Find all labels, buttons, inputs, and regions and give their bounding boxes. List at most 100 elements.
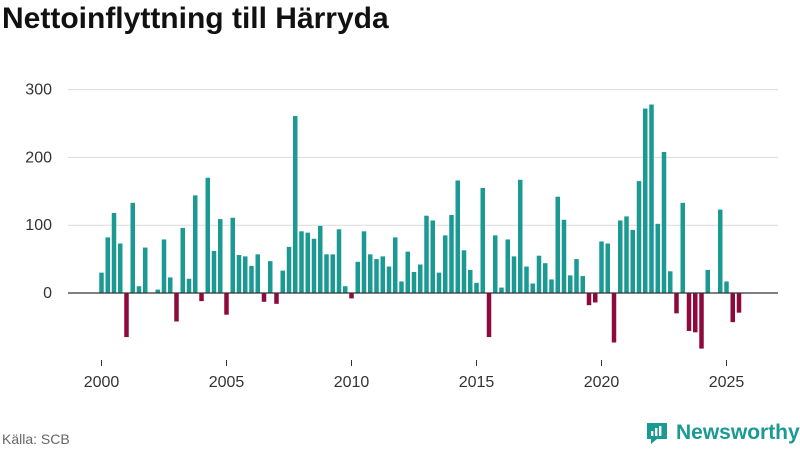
bar <box>380 256 385 293</box>
bar <box>461 250 467 293</box>
newsworthy-logo-icon <box>647 423 667 444</box>
bar <box>111 213 117 293</box>
bar <box>280 270 285 293</box>
bar <box>293 116 298 293</box>
bar <box>449 215 454 293</box>
bar <box>480 187 485 293</box>
y-tick-label: 300 <box>25 82 52 99</box>
bar <box>693 293 698 333</box>
bar <box>643 108 648 293</box>
bar <box>349 293 354 299</box>
bar <box>599 241 604 293</box>
bar <box>324 254 329 293</box>
bar <box>311 238 317 293</box>
bar <box>224 293 229 315</box>
bar <box>205 177 210 293</box>
bar <box>630 229 635 293</box>
bar <box>230 217 235 293</box>
bar <box>211 250 217 293</box>
bar <box>636 181 642 293</box>
bar <box>680 202 685 293</box>
x-tick-label: 2020 <box>584 374 620 391</box>
bar <box>105 237 110 293</box>
bar <box>474 282 479 293</box>
bar <box>374 259 379 293</box>
bar <box>430 220 435 293</box>
bar <box>136 286 142 293</box>
bar <box>305 232 310 293</box>
bar <box>468 269 473 293</box>
x-tick-label: 2005 <box>209 374 245 391</box>
bar <box>699 293 704 349</box>
bar <box>124 293 129 338</box>
bar <box>393 237 398 293</box>
bar <box>661 151 667 293</box>
bar <box>130 202 135 293</box>
bar <box>318 225 323 293</box>
bar <box>330 254 335 293</box>
bar <box>455 180 460 293</box>
grid-lines <box>68 89 778 226</box>
bar <box>399 281 404 293</box>
y-axis: 0 100 200 300 <box>25 82 52 302</box>
bar <box>618 220 623 293</box>
x-tick-label: 2015 <box>459 374 495 391</box>
bar <box>336 229 342 293</box>
bar <box>736 293 742 313</box>
bar <box>193 195 198 293</box>
bar <box>361 231 367 293</box>
bar <box>530 283 535 293</box>
chart-title: Nettoinflyttning till Härryda <box>2 2 389 35</box>
brand-name: Newsworthy <box>676 421 800 444</box>
source-label: Källa: SCB <box>2 431 70 447</box>
bar <box>155 289 160 293</box>
bar <box>180 227 185 293</box>
bar <box>493 235 498 293</box>
bar <box>561 219 567 293</box>
bar <box>368 254 373 293</box>
bar <box>355 261 360 293</box>
bar <box>274 293 279 304</box>
bar <box>593 293 598 303</box>
bar <box>555 196 560 293</box>
bar <box>624 216 629 293</box>
bar <box>411 271 417 293</box>
y-tick-label: 200 <box>25 149 52 166</box>
bar <box>605 243 610 293</box>
bar <box>649 104 654 294</box>
bar <box>286 246 292 293</box>
bar <box>268 261 273 293</box>
bar <box>511 256 517 293</box>
bar-chart: 0 100 200 300 2000 2005 2010 2015 2020 2025 <box>25 82 778 391</box>
bar <box>686 293 692 331</box>
bar <box>343 286 348 293</box>
bar <box>611 293 617 343</box>
bar <box>730 293 735 323</box>
bar <box>386 266 392 293</box>
bar <box>199 293 204 302</box>
x-axis: 2000 2005 2010 2015 2020 2025 <box>84 360 744 391</box>
bar <box>505 239 510 293</box>
bar <box>299 231 304 293</box>
bar <box>586 293 592 306</box>
bar <box>724 281 729 293</box>
bars <box>68 104 778 349</box>
x-tick-label: 2000 <box>84 374 120 391</box>
bar <box>549 279 554 293</box>
bar <box>536 255 542 293</box>
bar <box>718 209 723 293</box>
bar <box>524 266 529 293</box>
bar <box>118 243 123 293</box>
bar <box>499 287 504 293</box>
bar <box>655 223 660 293</box>
bar <box>418 264 423 293</box>
bar <box>218 219 223 293</box>
bar <box>249 265 254 293</box>
bar <box>99 272 104 293</box>
bar <box>568 275 573 293</box>
bar <box>674 293 679 314</box>
bar <box>668 271 673 293</box>
bar <box>186 278 192 293</box>
bar <box>161 239 167 293</box>
bar <box>261 293 267 302</box>
